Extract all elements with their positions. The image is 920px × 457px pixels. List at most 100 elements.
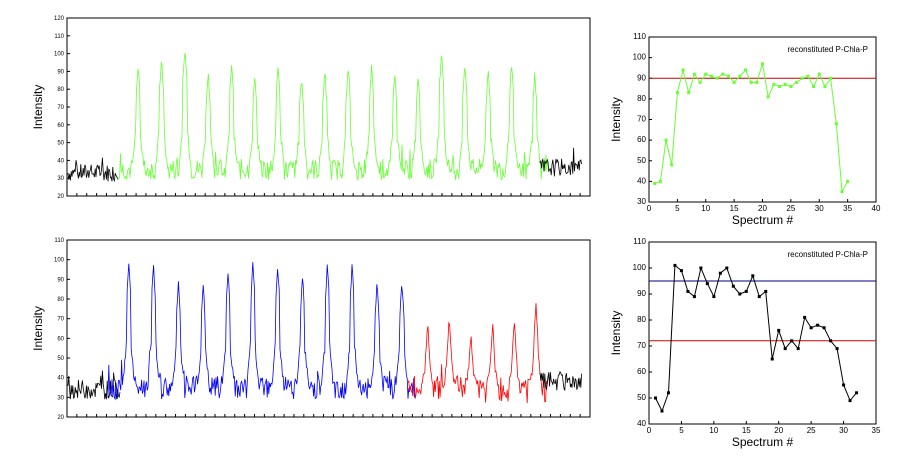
data-point: [699, 266, 703, 270]
data-point: [755, 80, 759, 84]
x-tick-label: 35: [872, 426, 881, 435]
y-tick-label: 50: [637, 393, 646, 402]
data-point: [772, 82, 776, 86]
trace-series-red: [407, 303, 549, 404]
x-tick-label: 5: [679, 426, 684, 435]
data-point: [783, 347, 787, 351]
x-tick-label: 30: [815, 204, 824, 213]
data-point: [770, 357, 774, 361]
data-point: [744, 289, 748, 293]
data-point: [822, 326, 826, 330]
data-point: [732, 80, 736, 84]
data-point: [743, 68, 747, 72]
data-point: [664, 138, 668, 142]
data-point: [757, 295, 761, 299]
data-point: [698, 80, 702, 84]
x-tick-label: 40: [872, 204, 881, 213]
y-tick-label: 120: [54, 16, 65, 22]
data-point: [806, 74, 810, 78]
y-tick-label: 60: [637, 135, 646, 144]
y-tick-label: 110: [633, 237, 646, 246]
y-tick-label: 70: [57, 317, 64, 323]
data-point: [705, 282, 709, 286]
plot-frame-2: [648, 36, 877, 203]
data-point: [681, 68, 685, 72]
y-tick-label: 90: [637, 289, 646, 298]
y-tick-label: 40: [637, 419, 646, 428]
data-point: [738, 74, 742, 78]
y-tick-label: 30: [57, 395, 64, 401]
data-point: [809, 326, 813, 330]
data-point: [687, 91, 691, 95]
data-point: [670, 163, 674, 167]
data-point: [692, 295, 696, 299]
data-point: [666, 391, 670, 395]
y-tick-label: 30: [637, 197, 646, 206]
plot-frame-0: [66, 17, 591, 197]
data-point: [816, 323, 820, 327]
data-point: [738, 292, 742, 296]
trace-series-tail: [539, 147, 582, 177]
y-tick-label: 30: [57, 176, 64, 182]
data-point: [715, 76, 719, 80]
y-tick-label: 100: [54, 52, 65, 58]
y-tick-label: 50: [637, 156, 646, 165]
y-tick-label: 80: [637, 94, 646, 103]
y-tick-label: 100: [633, 53, 647, 62]
data-point: [823, 85, 827, 88]
x-tick-label: 25: [786, 204, 795, 213]
y-axis-label: Intensity: [609, 311, 623, 356]
x-tick-label: 0: [647, 426, 652, 435]
y-tick-label: 70: [637, 341, 646, 350]
y-tick-label: 110: [54, 238, 64, 244]
data-point: [679, 269, 683, 273]
x-tick-label: 20: [758, 204, 767, 213]
data-point: [800, 76, 804, 80]
x-axis-label: Spectrum #: [732, 435, 794, 449]
y-tick-label: 50: [57, 141, 64, 147]
data-point: [835, 347, 839, 351]
data-point: [829, 76, 833, 80]
y-tick-label: 60: [57, 336, 64, 342]
data-point: [766, 95, 770, 99]
y-tick-label: 110: [54, 34, 64, 40]
data-point: [777, 328, 781, 332]
y-tick-label: 40: [57, 158, 64, 164]
x-tick-label: 30: [839, 426, 848, 435]
y-tick-label: 90: [57, 69, 64, 75]
x-tick-label: 15: [730, 204, 739, 213]
plot-frame-1: [66, 239, 591, 418]
x-tick-label: 15: [742, 426, 751, 435]
y-tick-label: 60: [57, 123, 64, 129]
data-point: [812, 85, 816, 88]
y-axis-label: Intensity: [609, 97, 623, 142]
y-tick-label: 50: [57, 356, 64, 362]
trace-series-main: [117, 52, 548, 182]
data-point: [789, 85, 793, 88]
x-tick-label: 5: [675, 204, 680, 213]
data-point: [718, 271, 722, 275]
data-point: [686, 289, 690, 293]
y-tick-label: 60: [637, 367, 646, 376]
data-point: [790, 339, 794, 343]
data-point: [721, 72, 725, 76]
data-point: [764, 289, 768, 293]
data-point: [675, 91, 679, 95]
data-point: [725, 266, 729, 270]
y-tick-label: 40: [57, 376, 64, 382]
data-point: [795, 80, 799, 84]
trace-series-blue: [107, 262, 416, 401]
data-point: [653, 396, 657, 400]
x-tick-label: 0: [647, 204, 652, 213]
data-point: [731, 284, 735, 288]
x-tick-label: 10: [709, 426, 718, 435]
y-tick-label: 110: [633, 32, 646, 41]
data-point: [846, 179, 850, 183]
data-point: [749, 80, 753, 84]
y-tick-label: 20: [57, 415, 64, 421]
data-point: [704, 72, 708, 76]
data-point: [778, 85, 782, 88]
trace-series-lead-in: [67, 157, 118, 183]
data-point: [803, 315, 807, 319]
